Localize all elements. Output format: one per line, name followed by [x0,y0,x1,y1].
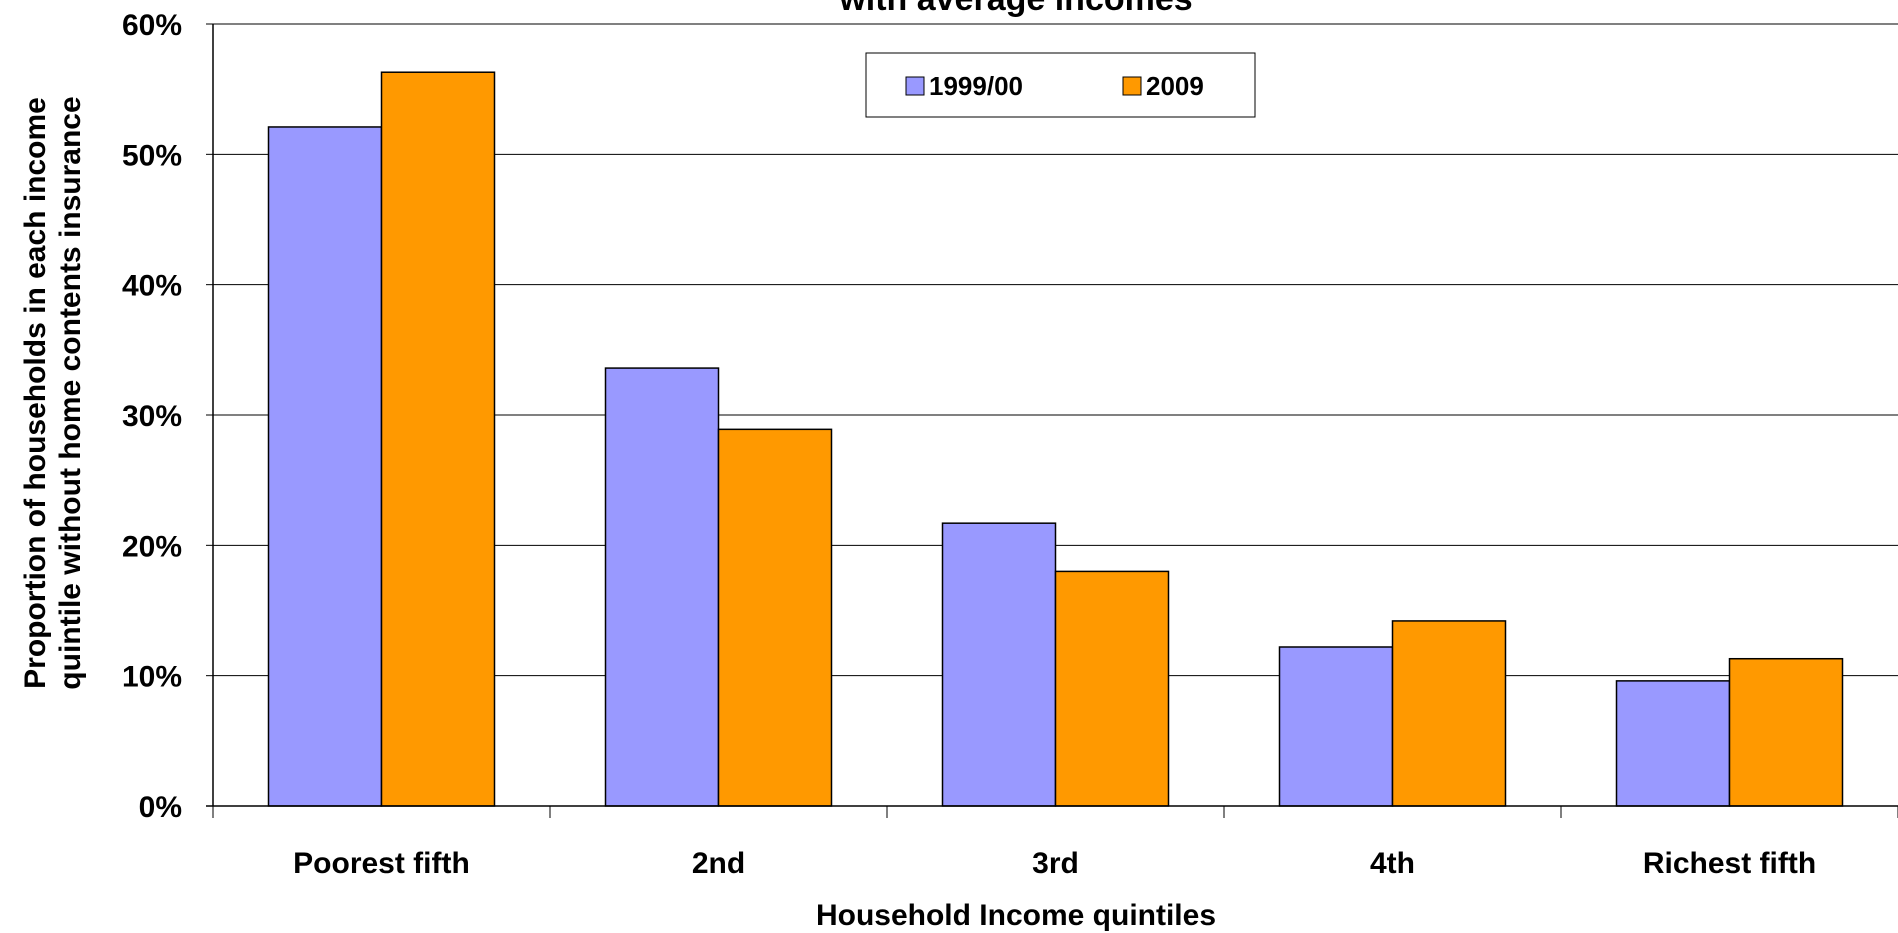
x-tick-label: Poorest fifth [293,847,470,880]
y-tick-label: 50% [122,139,182,172]
legend-box [865,52,1256,118]
y-axis-title-line-2: quintile without home contents insurance [54,96,87,689]
y-tick-label: 20% [122,530,182,563]
bar-2nd-2009 [717,428,833,807]
y-tick-label: 0% [139,791,182,824]
bar-4th-1999-00 [1278,646,1394,807]
y-tick-label: 40% [122,270,182,303]
legend: 1999/00 2009 [865,52,1256,118]
y-tick-label: 10% [122,661,182,694]
x-tick-label: 3rd [1032,847,1079,880]
y-tick-labels: 0% 10% 20% 30% 40% 50% 60% [122,9,182,824]
bar-poorest-fifth-2009 [380,71,496,807]
legend-label-1999-00: 1999/00 [929,71,1023,101]
y-tick-label: 60% [122,9,182,42]
bar-3rd-2009 [1054,570,1170,807]
bars [267,71,1844,807]
y-tick-label: 30% [122,400,182,433]
bar-3rd-1999-00 [941,522,1057,807]
bar-poorest-fifth-1999-00 [267,126,383,807]
chart-title: with average incomes [838,0,1192,18]
x-tick-labels: Poorest fifth 2nd 3rd 4th Richest fifth [293,847,1816,880]
legend-swatch-1999-00 [905,76,925,96]
legend-label-2009: 2009 [1146,71,1204,101]
bar-2nd-1999-00 [604,367,720,807]
y-axis-title-line-1: Proportion of households in each income [19,97,52,689]
bar-4th-2009 [1391,620,1507,807]
legend-swatch-2009 [1122,76,1142,96]
x-tick-label: Richest fifth [1643,847,1816,880]
x-axis-title: Household Income quintiles [816,899,1216,932]
bar-richest-fifth-1999-00 [1615,680,1731,807]
x-tick-label: 2nd [692,847,745,880]
bar-richest-fifth-2009 [1728,657,1844,807]
x-tick-label: 4th [1370,847,1415,880]
y-axis-title: Proportion of households in each income … [19,96,87,689]
axes [206,24,1898,818]
